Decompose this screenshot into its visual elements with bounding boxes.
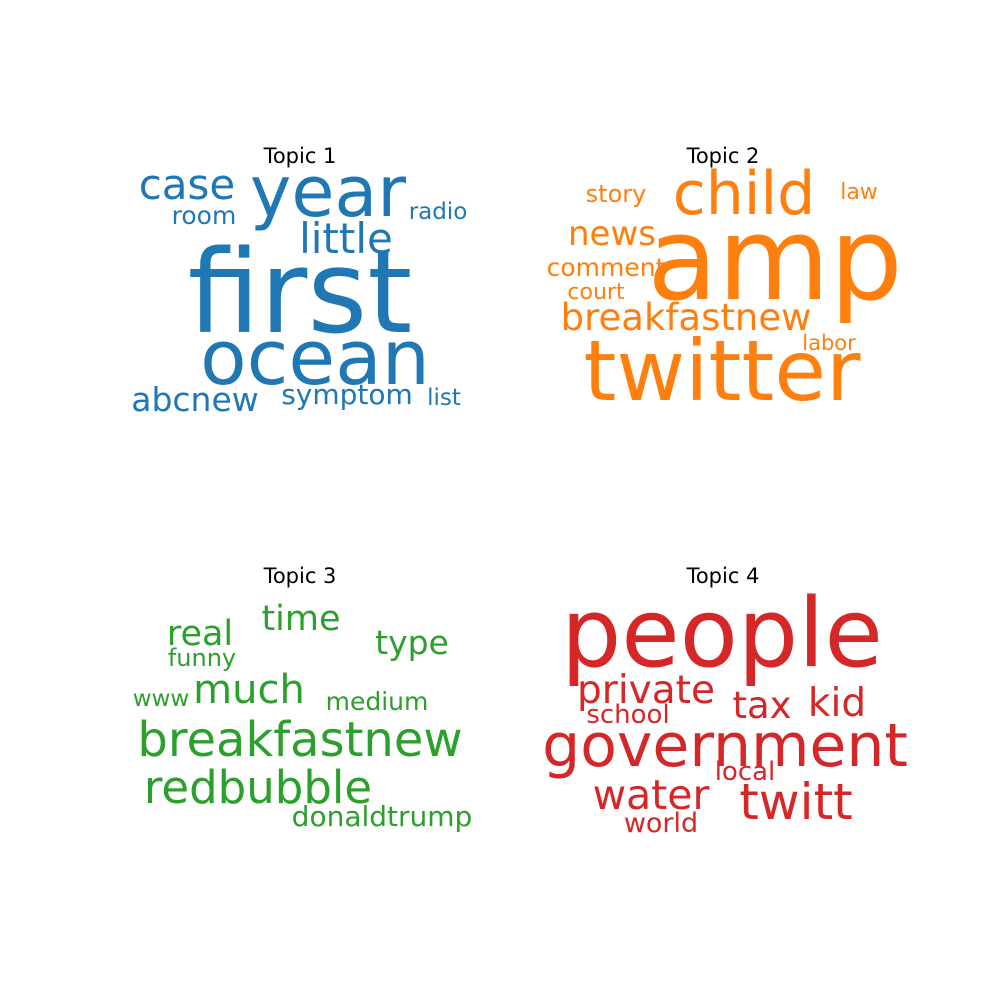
topic-4-word-water: water	[593, 771, 710, 819]
topic-4-word-government: government	[542, 711, 908, 781]
topic-2-word-child: child	[673, 159, 815, 229]
topic-2-word-news: news	[568, 214, 656, 254]
topic-2-word-breakfastnew: breakfastnew	[561, 296, 812, 339]
topic-3-title: Topic 3	[263, 564, 337, 588]
topic-2-word-amp: amp	[647, 193, 903, 327]
topic-3-word-funny: funny	[168, 644, 236, 672]
topic-1-word-first: first	[188, 226, 413, 360]
panel-topic-2: Topic 2 amptwitterchildbreakfastnewnewsc…	[547, 144, 903, 420]
topic-4-word-people: people	[561, 579, 883, 689]
topic-1-word-case: case	[139, 160, 236, 209]
topic-4-word-school: school	[586, 700, 669, 730]
topic-1-word-list: list	[427, 385, 461, 411]
topic-3-word-time: time	[261, 599, 340, 639]
topic-1-word-room: room	[172, 201, 237, 230]
topic-3-word-medium: medium	[326, 687, 429, 716]
topic-1-word-ocean: ocean	[200, 313, 430, 402]
topic-2-word-labor: labor	[802, 331, 856, 355]
topic-1-word-abcnew: abcnew	[131, 380, 259, 419]
topic-1-word-little: little	[299, 214, 393, 263]
topic-4-word-kid: kid	[808, 681, 866, 726]
topic-2-word-court: court	[567, 280, 625, 305]
topic-2-word-law: law	[840, 180, 878, 205]
topic-2-word-story: story	[586, 180, 647, 208]
topic-4-word-tax: tax	[732, 684, 791, 727]
topic-4-word-private: private	[577, 668, 715, 713]
topic-1-word-radio: radio	[409, 199, 468, 225]
topic-3-word-type: type	[375, 623, 449, 662]
topic-3-word-breakfastnew: breakfastnew	[137, 712, 462, 768]
topic-2-word-twitter: twitter	[583, 322, 861, 420]
topic-2-word-comment: comment	[547, 253, 666, 282]
topic-1-title: Topic 1	[263, 144, 337, 168]
topic-4-title: Topic 4	[686, 564, 760, 588]
topic-4-word-local: local	[715, 757, 776, 787]
topic-4-word-world: world	[624, 808, 698, 839]
topic-3-word-much: much	[193, 667, 305, 713]
topic-1-word-symptom: symptom	[281, 378, 413, 411]
topic-3-word-real: real	[167, 614, 233, 654]
topic-3-word-redbubble: redbubble	[144, 761, 372, 814]
topic-2-title: Topic 2	[686, 144, 760, 168]
topic-3-word-www: www	[133, 686, 189, 712]
topic-3-word-donaldtrump: donaldtrump	[292, 800, 473, 833]
topic-1-word-year: year	[250, 151, 406, 233]
topic-4-word-twitt: twitt	[739, 773, 853, 831]
